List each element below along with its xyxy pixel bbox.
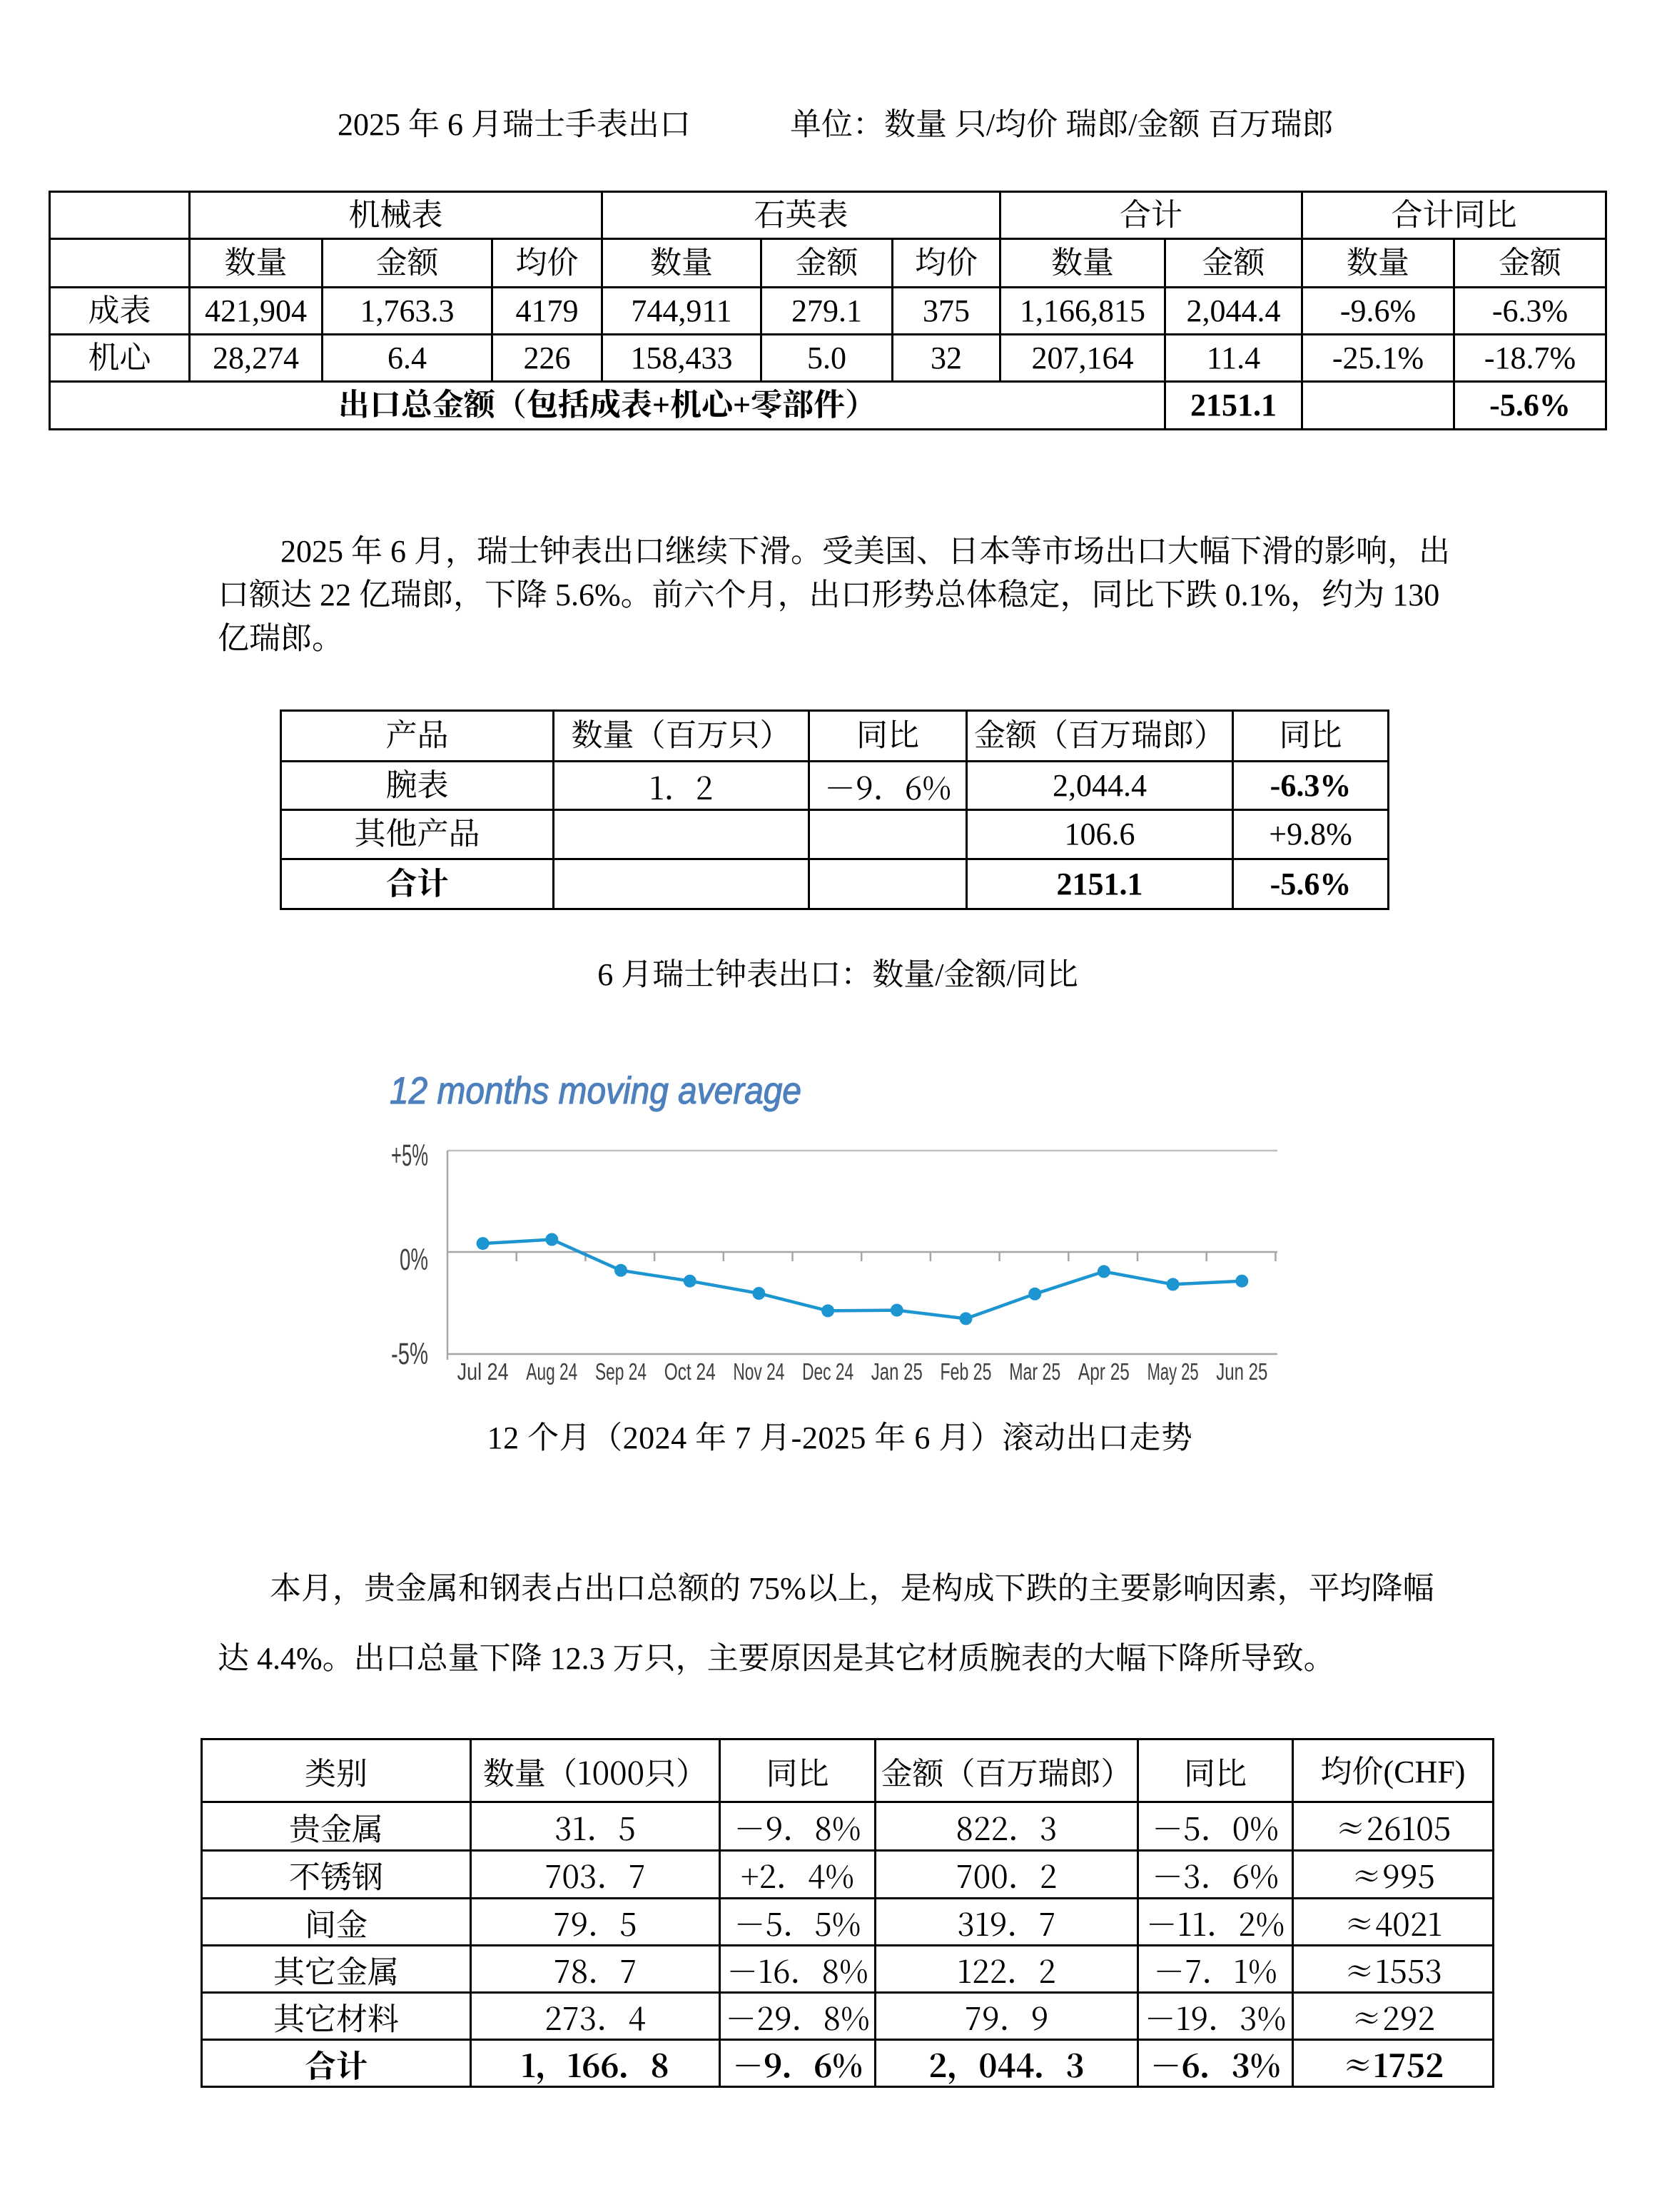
svg-text:Apr 25: Apr 25	[1078, 1358, 1130, 1385]
svg-text:0%: 0%	[400, 1243, 428, 1277]
svg-text:+5%: +5%	[391, 1138, 428, 1173]
svg-text:Dec 24: Dec 24	[802, 1358, 853, 1385]
svg-text:May 25: May 25	[1147, 1358, 1199, 1385]
svg-text:Jun 25: Jun 25	[1216, 1358, 1267, 1385]
svg-text:Feb 25: Feb 25	[941, 1358, 992, 1385]
svg-text:Nov 24: Nov 24	[733, 1358, 784, 1385]
svg-text:-5%: -5%	[391, 1337, 428, 1371]
svg-text:Jul 24: Jul 24	[457, 1358, 509, 1385]
svg-text:Aug 24: Aug 24	[526, 1358, 577, 1385]
svg-text:Sep 24: Sep 24	[595, 1358, 647, 1385]
svg-text:Oct 24: Oct 24	[664, 1358, 716, 1385]
svg-text:12 months moving average: 12 months moving average	[390, 1070, 801, 1112]
svg-text:Mar 25: Mar 25	[1009, 1358, 1060, 1385]
svg-text:Jan 25: Jan 25	[871, 1358, 923, 1385]
